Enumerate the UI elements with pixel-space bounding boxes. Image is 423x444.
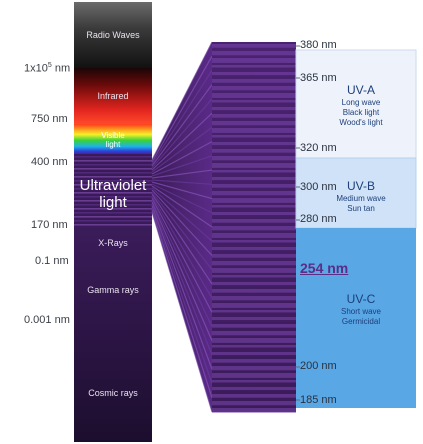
nm-label-365: 365 nm (300, 72, 337, 84)
uva-box (295, 49, 417, 159)
uvc-subtitle: Short wave Germicidal (340, 307, 382, 326)
highlight-254-nm: 254 nm (300, 260, 349, 276)
uva-subtitle: Long wave Black light Wood's light (339, 98, 383, 127)
axis-label-1e5: 1x105 nm (24, 62, 71, 75)
label-infrared: Infrared (97, 91, 129, 101)
uva-title: UV-A (346, 83, 375, 97)
axis-label-0.1: 0.1 nm (35, 255, 69, 267)
band-lower (74, 226, 152, 442)
band-infrared (74, 68, 152, 124)
fan-lines (151, 41, 213, 413)
axis-label-400: 400 nm (31, 156, 68, 168)
uv-scale-ticks (296, 45, 300, 401)
uvc-box (296, 228, 416, 408)
axis-label-750: 750 nm (31, 113, 68, 125)
uv-stripes-left (74, 156, 152, 226)
label-visible-light: Visible light (101, 131, 125, 149)
uvb-box (295, 157, 417, 229)
nm-label-185: 185 nm (300, 394, 337, 406)
nm-label-380: 380 nm (300, 39, 337, 51)
axis-label-170: 170 nm (31, 219, 68, 231)
nm-label-280: 280 nm (300, 213, 337, 225)
label-ultraviolet-light: Ultraviolet light (79, 177, 147, 211)
nm-label-320: 320 nm (300, 142, 337, 154)
nm-label-200: 200 nm (300, 360, 337, 372)
band-visible (74, 124, 152, 154)
axis-label-0.001: 0.001 nm (24, 314, 70, 326)
band-radio (74, 2, 152, 68)
uv-bar-stripes (212, 44, 296, 413)
label-x-rays: X-Rays (98, 238, 128, 248)
uvc-title: UV-C (346, 292, 376, 306)
uvb-title: UV-B (346, 179, 375, 193)
nm-label-300: 300 nm (300, 181, 337, 193)
label-gamma-rays: Gamma rays (87, 285, 139, 295)
label-cosmic-rays: Cosmic rays (88, 388, 138, 398)
uvb-subtitle: Medium wave Sun tan (336, 194, 386, 213)
label-radio-waves: Radio Waves (86, 30, 140, 40)
band-ultraviolet (74, 154, 152, 226)
